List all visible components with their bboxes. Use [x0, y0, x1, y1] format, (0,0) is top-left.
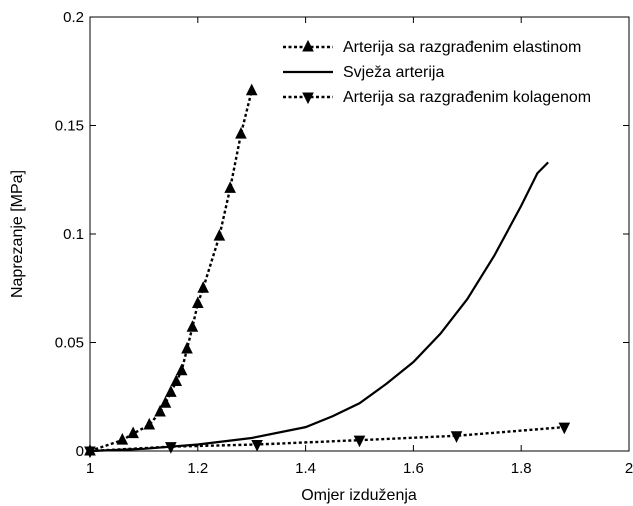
legend-label: Arterija sa razgrađenim elastinom: [343, 39, 581, 56]
data-point: [175, 363, 188, 376]
data-point: [353, 435, 366, 448]
x-tick-label: 1.6: [403, 460, 424, 477]
legend-item: Arterija sa razgrađenim kolagenom: [283, 89, 591, 106]
series-1: [84, 83, 258, 456]
data-point: [181, 341, 193, 354]
data-point: [450, 431, 463, 443]
data-point: [224, 181, 236, 193]
data-point: [127, 426, 139, 439]
legend-item: Svježa arterija: [283, 64, 444, 81]
series-3: [84, 422, 571, 459]
legend-label: Svježa arterija: [343, 64, 444, 81]
data-point: [143, 417, 156, 430]
legend-marker: [302, 39, 314, 52]
legend-item: Arterija sa razgrađenim elastinom: [283, 39, 581, 56]
data-point: [558, 422, 571, 435]
y-axis-label: Naprezanje [MPa]: [9, 170, 26, 298]
x-tick-label: 2: [625, 460, 633, 477]
x-axis-ticks: 1 1.2 1.4 1.6 1.8 2: [86, 17, 633, 477]
y-axis-ticks: 0 0.05 0.1 0.15 0.2: [55, 9, 629, 460]
series-line: [89, 425, 565, 453]
legend-marker: [302, 92, 314, 105]
data-point: [186, 320, 199, 332]
y-tick-label: 0.1: [63, 226, 84, 243]
x-tick-label: 1: [86, 460, 94, 477]
series-layer: [84, 83, 571, 459]
data-point: [84, 446, 96, 459]
y-tick-label: 0.2: [63, 9, 84, 26]
plot-area: [89, 16, 630, 452]
x-tick-label: 1.2: [187, 460, 208, 477]
y-tick-label: 0.15: [55, 118, 84, 135]
data-point: [245, 83, 258, 96]
data-point: [197, 281, 209, 293]
data-point: [170, 374, 183, 387]
series-2: [89, 161, 549, 453]
x-tick-label: 1.8: [511, 460, 532, 477]
x-axis-label: Omjer izduženja: [301, 487, 417, 504]
data-point: [191, 296, 204, 308]
data-point: [251, 439, 263, 452]
legend: Arterija sa razgrađenim elastinom Svježa …: [283, 39, 591, 106]
x-tick-label: 1.4: [295, 460, 316, 477]
data-point: [235, 127, 247, 139]
data-point: [159, 396, 172, 408]
data-point: [165, 442, 177, 454]
data-point: [213, 229, 226, 241]
y-tick-label: 0.05: [55, 335, 84, 352]
legend-label: Arterija sa razgrađenim kolagenom: [343, 89, 591, 106]
data-point: [154, 404, 166, 417]
y-tick-label: 0: [76, 443, 84, 460]
data-point: [165, 385, 177, 397]
data-point: [116, 433, 129, 445]
series-line: [89, 161, 549, 453]
